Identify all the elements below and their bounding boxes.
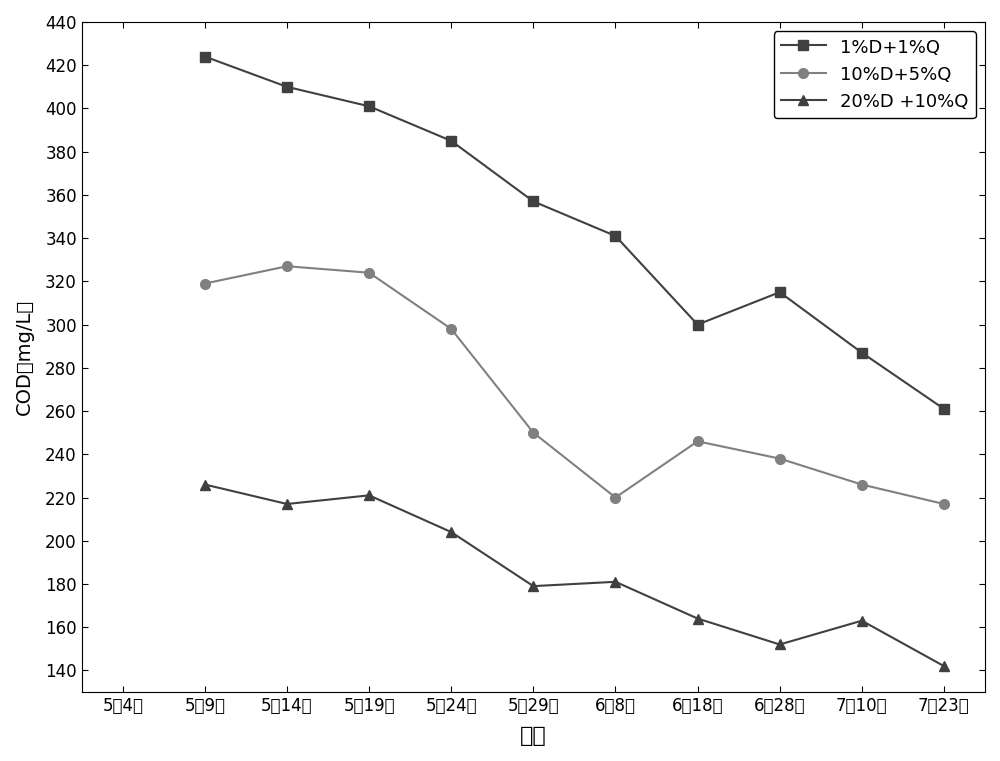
20%D +10%Q: [281, 499, 293, 508]
20%D +10%Q: [199, 480, 211, 489]
10%D+5%Q: [281, 262, 293, 271]
20%D +10%Q: [363, 491, 375, 500]
10%D+5%Q: [199, 279, 211, 288]
Y-axis label: COD（mg/L）: COD（mg/L）: [15, 299, 34, 415]
20%D +10%Q: [692, 614, 704, 623]
1%D+1%Q: [609, 231, 621, 240]
Line: 20%D +10%Q: 20%D +10%Q: [200, 479, 949, 671]
20%D +10%Q: [938, 661, 950, 670]
20%D +10%Q: [527, 581, 539, 591]
10%D+5%Q: [938, 499, 950, 508]
X-axis label: 日期: 日期: [520, 726, 547, 746]
1%D+1%Q: [445, 136, 457, 145]
1%D+1%Q: [938, 404, 950, 413]
10%D+5%Q: [856, 480, 868, 489]
10%D+5%Q: [445, 324, 457, 333]
10%D+5%Q: [692, 437, 704, 446]
1%D+1%Q: [527, 197, 539, 206]
Legend: 1%D+1%Q, 10%D+5%Q, 20%D +10%Q: 1%D+1%Q, 10%D+5%Q, 20%D +10%Q: [774, 31, 976, 118]
Line: 1%D+1%Q: 1%D+1%Q: [200, 52, 949, 414]
1%D+1%Q: [363, 102, 375, 111]
10%D+5%Q: [527, 428, 539, 438]
20%D +10%Q: [445, 527, 457, 537]
20%D +10%Q: [774, 640, 786, 649]
10%D+5%Q: [774, 454, 786, 463]
1%D+1%Q: [774, 288, 786, 297]
20%D +10%Q: [609, 578, 621, 587]
10%D+5%Q: [363, 268, 375, 277]
10%D+5%Q: [609, 493, 621, 502]
1%D+1%Q: [199, 52, 211, 61]
Line: 10%D+5%Q: 10%D+5%Q: [200, 261, 949, 509]
1%D+1%Q: [281, 82, 293, 91]
1%D+1%Q: [856, 348, 868, 357]
1%D+1%Q: [692, 320, 704, 330]
20%D +10%Q: [856, 616, 868, 626]
